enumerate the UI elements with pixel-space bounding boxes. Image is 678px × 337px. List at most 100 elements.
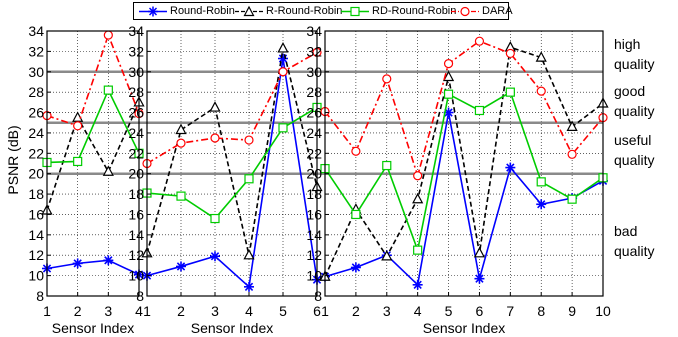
data-point-rd-round-robin	[567, 194, 577, 204]
x-tick-label: 9	[568, 303, 576, 319]
data-point-rd-round-robin	[474, 105, 485, 116]
y-tick-label: 28	[128, 84, 144, 100]
data-point-round-robin	[176, 261, 186, 272]
y-tick-label: 34	[28, 23, 44, 39]
data-point-round-robin	[412, 279, 423, 290]
y-tick-label: 34	[128, 23, 144, 39]
legend-label: DARA	[482, 5, 513, 17]
data-point-dara	[103, 30, 113, 40]
star-marker-icon	[139, 6, 167, 17]
y-tick-label: 32	[128, 43, 144, 59]
data-point-dara	[278, 67, 288, 77]
data-point-round-robin	[103, 255, 114, 266]
y-tick-label: 22	[306, 145, 322, 161]
data-point-round-robin	[244, 281, 254, 292]
data-point-round-robin	[72, 258, 83, 269]
data-point-dara	[443, 59, 454, 69]
x-tick-label: 2	[177, 303, 185, 319]
y-tick-label: 14	[28, 227, 44, 243]
y-tick-label: 30	[28, 64, 44, 80]
x-tick-label: 4	[414, 303, 422, 319]
x-tick-label: 2	[352, 303, 360, 319]
y-tick-label: 16	[128, 206, 144, 222]
quality-label-good: good quality	[614, 83, 655, 119]
data-point-rd-round-robin	[103, 85, 113, 95]
y-tick-label: 32	[306, 43, 322, 59]
data-point-dara	[210, 133, 220, 143]
series-line-rd-round-robin	[324, 90, 604, 254]
y-tick-label: 20	[28, 166, 44, 182]
y-tick-label: 12	[306, 247, 322, 263]
x-tick-label: 3	[211, 303, 219, 319]
x-tick-label: 8	[537, 303, 545, 319]
data-point-dara	[176, 138, 186, 148]
series-line-rd-round-robin	[46, 88, 140, 164]
data-point-rd-round-robin	[382, 160, 392, 171]
legend-label: Round-Robin	[170, 5, 235, 17]
data-point-r-round-robin	[566, 120, 578, 132]
data-point-r-round-robin	[473, 246, 486, 258]
y-tick-label: 26	[128, 105, 144, 121]
data-point-r-round-robin	[209, 101, 221, 112]
data-point-rd-round-robin	[278, 123, 288, 133]
data-point-round-robin	[536, 199, 547, 210]
panel-frame	[146, 30, 318, 297]
data-point-dara	[536, 86, 546, 96]
data-point-round-robin	[474, 273, 485, 284]
data-point-rd-round-robin	[505, 87, 515, 97]
series-line-r-round-robin	[46, 102, 140, 211]
y-tick-label: 18	[306, 186, 322, 202]
x-tick-label: 1	[143, 303, 151, 319]
x-tick-label: 5	[279, 303, 287, 319]
series-line-round-robin	[46, 259, 140, 276]
y-tick-label: 8	[314, 288, 322, 304]
x-tick-label: 4	[135, 303, 143, 319]
data-point-r-round-robin	[442, 70, 455, 82]
series-line-round-robin	[146, 58, 318, 289]
x-tick-label: 4	[245, 303, 253, 319]
data-point-rd-round-robin	[176, 191, 186, 201]
data-point-r-round-robin	[102, 165, 114, 176]
legend-label: RD-Round-Robin	[372, 5, 457, 17]
y-tick-label: 10	[128, 268, 144, 284]
x-axis-label: Sensor Index	[191, 320, 274, 336]
triangle-marker-icon	[235, 5, 263, 17]
data-point-r-round-robin	[277, 42, 289, 53]
data-point-rd-round-robin	[244, 174, 254, 184]
y-tick-label: 32	[28, 43, 44, 59]
y-tick-label: 24	[306, 125, 322, 141]
data-point-r-round-robin	[381, 249, 393, 261]
panel-frame	[46, 30, 140, 297]
y-tick-label: 14	[128, 227, 144, 243]
data-point-rd-round-robin	[73, 156, 83, 167]
y-tick-label: 12	[128, 247, 144, 263]
series-line-rd-round-robin	[146, 106, 318, 220]
data-point-r-round-robin	[243, 248, 255, 260]
series-line-dara	[46, 32, 140, 127]
chart-legend: Round-Robin R-Round-Robin RD-Round-Robin…	[133, 2, 513, 20]
data-point-dara	[73, 121, 83, 131]
legend-label: R-Round-Robin	[266, 5, 343, 17]
data-point-r-round-robin	[412, 192, 424, 204]
y-tick-label: 20	[306, 166, 322, 182]
data-point-round-robin	[278, 53, 288, 64]
y-tick-label: 14	[306, 227, 322, 243]
data-point-rd-round-robin	[413, 245, 423, 255]
data-point-dara	[474, 36, 485, 46]
data-point-dara	[413, 171, 423, 181]
data-point-round-robin	[350, 262, 361, 273]
y-tick-label: 16	[306, 206, 322, 222]
y-tick-label: 28	[28, 84, 44, 100]
data-point-rd-round-robin	[443, 89, 454, 99]
y-tick-label: 24	[128, 125, 144, 141]
y-tick-label: 18	[128, 186, 144, 202]
x-axis-label: Sensor Index	[52, 320, 135, 336]
y-tick-label: 30	[128, 64, 144, 80]
square-marker-icon	[341, 6, 369, 17]
x-tick-label: 3	[104, 303, 112, 319]
data-point-rd-round-robin	[536, 177, 546, 187]
y-tick-label: 26	[306, 105, 322, 121]
y-tick-label: 10	[28, 268, 44, 284]
x-tick-label: 1	[321, 303, 329, 319]
